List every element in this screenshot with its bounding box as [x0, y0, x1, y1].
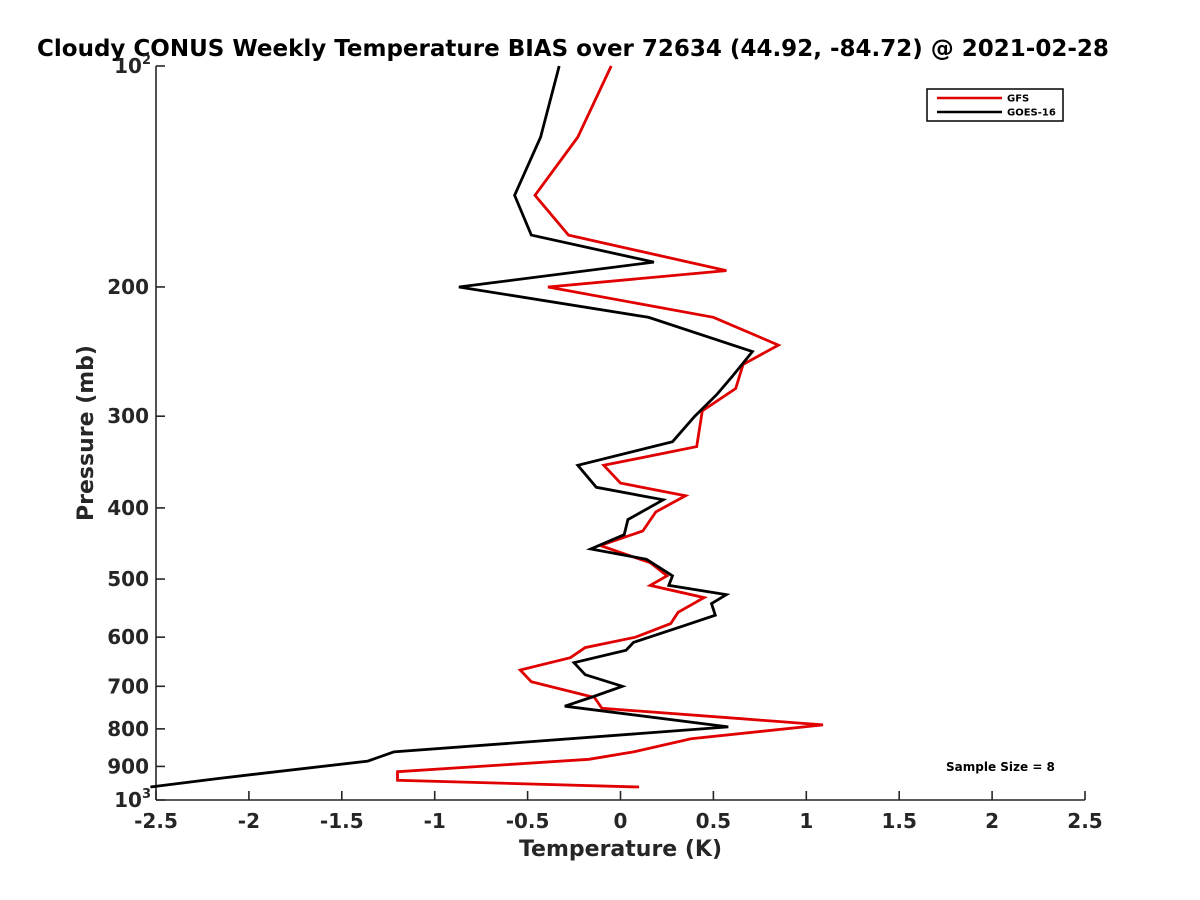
x-tick-label: -2.5: [134, 809, 178, 833]
sample-size-annotation: Sample Size = 8: [946, 760, 1055, 774]
y-tick-label: 600: [107, 625, 149, 649]
x-axis: -2.5 -2 -1.5 -1 -0.5 0 0.5 1 1.5 2 2.5: [134, 791, 1103, 833]
chart-title: Cloudy CONUS Weekly Temperature BIAS ove…: [37, 36, 1109, 62]
x-tick-label: 0: [614, 809, 628, 833]
y-tick-label: 800: [107, 717, 149, 741]
y-axis-label: Pressure (mb): [74, 345, 99, 521]
legend-box: [926, 88, 1064, 122]
y-tick-label: 900: [107, 754, 149, 778]
x-tick-label: 2: [985, 809, 999, 833]
x-tick-label: -2: [238, 809, 260, 833]
x-tick-label: 0.5: [696, 809, 731, 833]
series-line-goes16: [150, 65, 755, 789]
legend-label-goes16: GOES-16: [1007, 108, 1056, 119]
series-layer: [150, 65, 824, 789]
x-tick-label: -1: [424, 809, 446, 833]
y-tick-label: 300: [107, 404, 149, 428]
y-tick-label: 500: [107, 567, 149, 591]
legend-label-gfs: GFS: [1007, 94, 1029, 105]
x-tick-label: -1.5: [320, 809, 364, 833]
legend: GFS GOES-16: [926, 88, 1064, 122]
x-tick-label: 2.5: [1067, 809, 1102, 833]
series-line-gfs: [396, 65, 824, 789]
x-tick-label: 1.5: [881, 809, 916, 833]
x-axis-label: Temperature (K): [519, 837, 722, 862]
y-tick-label: 700: [107, 674, 149, 698]
y-tick-label: 400: [107, 496, 149, 520]
y-tick-label: 200: [107, 275, 149, 299]
x-tick-label: 1: [799, 809, 813, 833]
x-tick-label: -0.5: [506, 809, 550, 833]
